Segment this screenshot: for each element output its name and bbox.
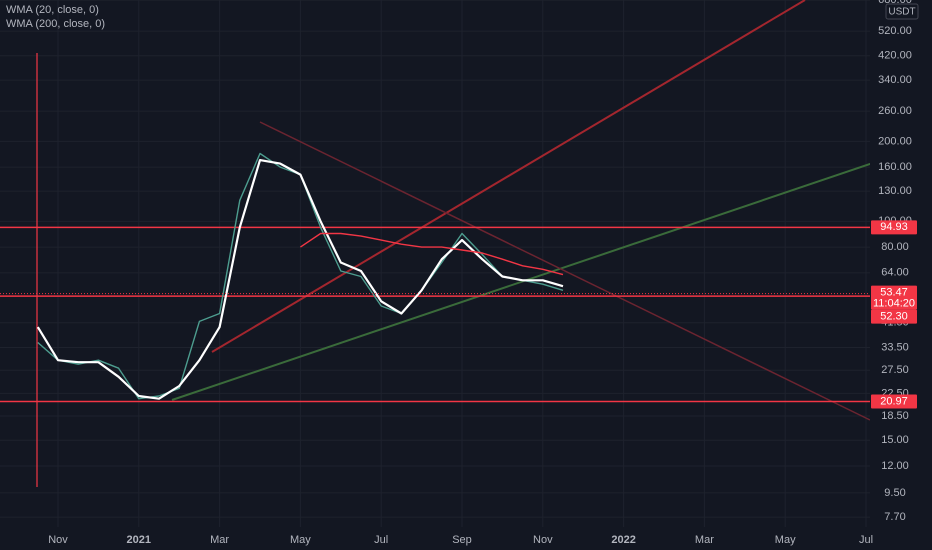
- x-tick-label: May: [290, 534, 311, 546]
- level-label-box: [871, 220, 917, 235]
- legend-wma20: WMA (20, close, 0): [6, 4, 99, 16]
- x-tick-label: Mar: [695, 534, 714, 546]
- y-tick-label: 7.70: [884, 511, 905, 523]
- y-tick-label: 200.00: [878, 135, 912, 147]
- y-tick-label: 18.50: [881, 410, 909, 422]
- y-tick-label: 15.00: [881, 434, 909, 446]
- x-tick-label: Mar: [210, 534, 229, 546]
- x-tick-label: Jul: [859, 534, 873, 546]
- y-tick-label: 520.00: [878, 25, 912, 37]
- level-label-box: [871, 309, 917, 324]
- axis: 680.00 520.00 420.00 340.00 260.00 200.00 160.…: [48, 0, 917, 546]
- series-line: [300, 232, 564, 276]
- currency: USDT: [888, 7, 915, 18]
- x-tick-label: May: [775, 534, 796, 546]
- last-price-box: [871, 285, 917, 310]
- y-tick-label: 33.50: [881, 341, 909, 353]
- grid: [0, 0, 870, 527]
- x-tick-label: Nov: [48, 534, 68, 546]
- y-tick-label: 420.00: [878, 50, 912, 62]
- x-tick-label: 2022: [611, 534, 635, 546]
- y-tick-label: 260.00: [878, 105, 912, 117]
- y-tick-label: 680.00: [878, 0, 912, 6]
- level-label: 94.93: [880, 221, 908, 233]
- legend-wma200: WMA (200, close, 0): [6, 18, 105, 30]
- y-tick-label: 27.50: [881, 364, 909, 376]
- y-tick-label: 12.00: [881, 460, 909, 472]
- y-tick-label: 160.00: [878, 161, 912, 173]
- y-tick-label: 64.00: [881, 267, 909, 279]
- series-line: [36, 159, 564, 400]
- level-label: 20.97: [880, 395, 908, 407]
- trend-line-down: [259, 121, 871, 421]
- y-tick-label: 340.00: [878, 74, 912, 86]
- trend-line-up: [211, 0, 806, 353]
- x-tick-label: 2021: [127, 534, 151, 546]
- countdown: 11:04:20: [873, 297, 915, 309]
- x-tick-label: Jul: [374, 534, 388, 546]
- level-label-box: [871, 394, 917, 409]
- y-tick-label: 80.00: [881, 241, 909, 253]
- y-tick-label: 9.50: [884, 487, 905, 499]
- level-label: 52.30: [880, 310, 908, 322]
- x-tick-label: Sep: [452, 534, 472, 546]
- last-price-label: 53.47: [880, 286, 908, 298]
- currency-box: [885, 3, 919, 20]
- x-tick-label: Nov: [533, 534, 553, 546]
- price-axis: [870, 0, 932, 527]
- y-tick-label: 130.00: [878, 185, 912, 197]
- plot: [0, 152, 870, 403]
